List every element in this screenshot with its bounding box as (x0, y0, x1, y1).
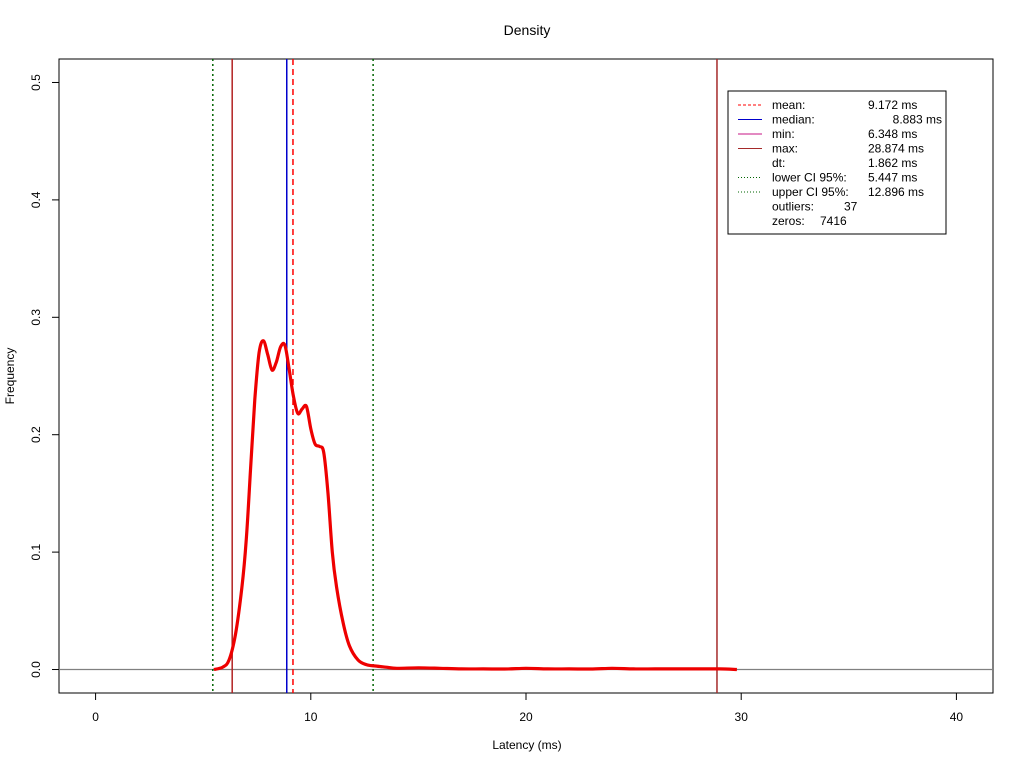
y-tick-label: 0.1 (29, 543, 43, 560)
density-curve-layer (213, 339, 737, 672)
legend-label: lower CI 95%: (772, 171, 847, 185)
legend: mean: 9.172 ms median: 8.883 ms min: 6.348 ms… (727, 90, 947, 235)
y-tick-label: 0.5 (29, 74, 43, 91)
y-tick-label: 0.2 (29, 426, 43, 443)
legend-label: zeros: (772, 214, 805, 228)
legend-label: outliers: (772, 200, 814, 214)
density-curve (213, 339, 737, 672)
legend-value: 37 (844, 200, 858, 214)
y-tick-label: 0.4 (29, 191, 43, 208)
legend-value: 9.172 ms (868, 98, 917, 112)
x-axis-label: Latency (ms) (492, 738, 561, 752)
x-tick-label: 0 (92, 710, 99, 724)
legend-label: max: (772, 142, 798, 156)
x-tick-label: 30 (735, 710, 749, 724)
x-tick-label: 20 (519, 710, 533, 724)
legend-value: 28.874 ms (868, 142, 924, 156)
legend-label: min: (772, 127, 795, 141)
y-tick-label: 0.3 (29, 309, 43, 326)
legend-value: 8.883 ms (893, 113, 942, 127)
legend-value: 1.862 ms (868, 156, 917, 170)
legend-value: 7416 (820, 214, 847, 228)
legend-label: median: (772, 113, 815, 127)
legend-label: dt: (772, 156, 785, 170)
reference-lines (212, 59, 718, 693)
legend-box (727, 90, 947, 235)
legend-label: upper CI 95%: (772, 185, 849, 199)
legend-value: 5.447 ms (868, 171, 917, 185)
legend-value: 12.896 ms (868, 185, 924, 199)
legend-label: mean: (772, 98, 805, 112)
x-tick-label: 40 (950, 710, 964, 724)
y-tick-label: 0.0 (29, 661, 43, 678)
chart-title: Density (504, 22, 551, 38)
x-axis: 0 10 20 30 40 (92, 693, 963, 724)
x-tick-label: 10 (304, 710, 318, 724)
legend-value: 6.348 ms (868, 127, 917, 141)
y-axis-label: Frequency (3, 348, 17, 405)
y-axis: 0.0 0.1 0.2 0.3 0.4 0.5 (29, 74, 59, 678)
